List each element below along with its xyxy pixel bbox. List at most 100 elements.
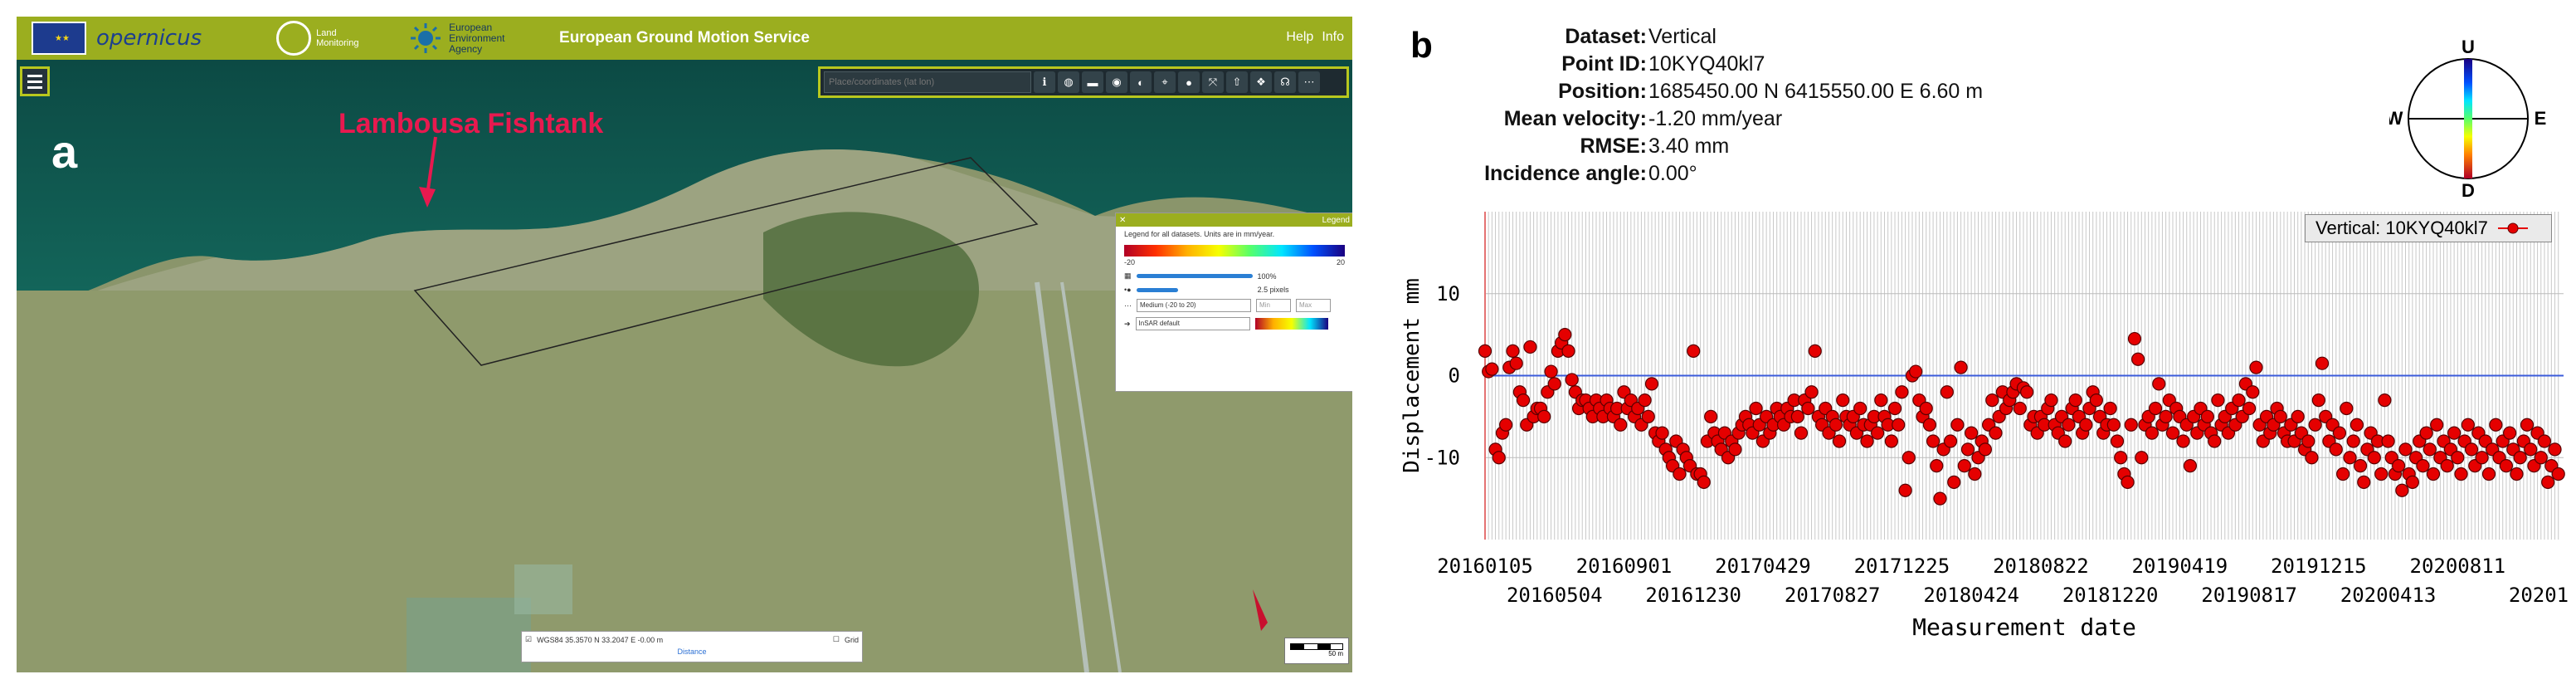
help-link[interactable]: Help — [1286, 30, 1314, 44]
data-point — [2513, 451, 2527, 465]
data-point — [2135, 451, 2149, 465]
data-point — [1547, 377, 1561, 391]
scale-bar-graphic — [1290, 643, 1343, 650]
x-tick-label: 20180822 — [1993, 555, 2089, 578]
eea-label-line: European — [449, 21, 493, 33]
sphere-icon[interactable]: ● — [1178, 71, 1200, 93]
arrow-icon: ➔ — [1124, 319, 1131, 328]
search-input[interactable] — [824, 71, 1031, 93]
data-point — [2106, 418, 2121, 432]
menu-button[interactable] — [20, 66, 50, 96]
x-tick-label: 20180424 — [1923, 584, 2019, 607]
data-point — [1960, 442, 1975, 457]
header-bar: ★★ opernicus Land Monitoring European En… — [17, 17, 1352, 60]
x-tick-label: 20160504 — [1507, 584, 1603, 607]
globe-icon[interactable]: ◍ — [1058, 71, 1079, 93]
close-icon[interactable]: ✕ — [1119, 215, 1127, 225]
compass-east-label: E — [2535, 108, 2547, 129]
data-point — [2062, 418, 2076, 432]
opacity-slider[interactable] — [1136, 274, 1253, 278]
more-icon[interactable]: ⋯ — [1298, 71, 1320, 93]
data-point — [2423, 442, 2437, 457]
data-point — [1836, 393, 1850, 408]
target-icon[interactable]: ◉ — [1106, 71, 1127, 93]
data-point — [1871, 426, 1885, 440]
land-monitoring-logo-icon — [276, 21, 312, 56]
data-point — [1801, 401, 1815, 416]
data-point — [2336, 467, 2350, 481]
vegetation-patch — [763, 212, 979, 367]
data-point — [1728, 442, 1742, 457]
info-key: Incidence angle: — [1484, 162, 1647, 185]
data-point — [2340, 401, 2354, 416]
info-link[interactable]: Info — [1322, 30, 1344, 44]
data-point — [2249, 360, 2263, 374]
info-value: 1685450.00 N 6415550.00 E 6.60 m — [1648, 80, 1984, 103]
data-point — [1954, 360, 1968, 374]
data-point — [1614, 418, 1628, 432]
range-select[interactable]: Medium (-20 to 20) — [1137, 299, 1251, 312]
layers-icon[interactable]: ❖ — [1250, 71, 1272, 93]
data-point — [1989, 426, 2003, 440]
data-point — [2353, 459, 2368, 473]
point-size-slider[interactable] — [1136, 287, 1178, 292]
colormap-select[interactable]: InSAR default — [1135, 317, 1250, 330]
info-row: Point ID: 10KYQ40kl7 — [1460, 51, 1983, 78]
data-point — [2374, 467, 2389, 481]
vertical-color-bar — [2464, 59, 2472, 178]
headset-icon[interactable]: ☊ — [1274, 71, 1296, 93]
data-point — [2127, 331, 2142, 346]
copernicus-logo[interactable]: ★★ opernicus Land Monitoring European En… — [32, 17, 532, 60]
ruler-icon[interactable]: ▬ — [1082, 71, 1103, 93]
data-point — [1957, 459, 1971, 473]
share-icon[interactable]: ⤧ — [1202, 71, 1224, 93]
data-point — [2440, 459, 2454, 473]
data-point — [2124, 418, 2138, 432]
data-point — [1965, 426, 1979, 440]
data-point — [1687, 344, 1701, 358]
sea-area — [17, 60, 1352, 324]
legend-panel: ✕ Legend Legend for all datasets. Units … — [1115, 213, 1352, 392]
range-max-input[interactable]: Max — [1296, 299, 1331, 312]
grid-checkbox[interactable]: ☐ — [832, 635, 840, 643]
data-point — [2357, 475, 2371, 489]
upload-icon[interactable]: ⇧ — [1226, 71, 1248, 93]
x-tick-label: 20161230 — [1645, 584, 1741, 607]
data-point — [1902, 451, 1916, 465]
data-point — [2176, 434, 2190, 448]
point-info: Dataset: Vertical Point ID: 10KYQ40kl7 Pos… — [1460, 23, 1983, 188]
data-point — [1947, 475, 1961, 489]
eea-label: European Environment Agency — [449, 22, 532, 55]
x-tick-label: 20190817 — [2201, 584, 2297, 607]
data-point — [2481, 467, 2496, 481]
range-min-input[interactable]: Min — [1256, 299, 1291, 312]
checkbox-icon[interactable]: ☑ — [525, 635, 533, 643]
compass-icon[interactable]: ◐ — [1130, 71, 1152, 93]
data-point — [2524, 442, 2538, 457]
data-point — [1655, 426, 1669, 440]
legend-title: Legend — [1322, 215, 1350, 225]
info-icon[interactable]: ℹ — [1034, 71, 1055, 93]
distance-link[interactable]: Distance — [677, 647, 707, 656]
data-point — [1704, 409, 1718, 423]
data-point — [1898, 483, 1912, 497]
data-point — [1523, 340, 1537, 354]
data-point — [2350, 418, 2364, 432]
annotation-arrow — [426, 136, 437, 196]
data-point — [2346, 434, 2360, 448]
data-point — [1638, 393, 1652, 408]
y-axis-title: Displacement mm — [1400, 278, 1424, 473]
x-tick-label: 20160105 — [1437, 555, 1533, 578]
data-point — [2332, 426, 2347, 440]
header-links: Help Info — [1286, 30, 1344, 45]
data-point — [2551, 467, 2565, 481]
data-point — [1644, 377, 1659, 391]
y-tick-label: -10 — [1424, 446, 1460, 469]
x-tick-label: 20171225 — [1854, 555, 1950, 578]
pin-icon[interactable]: ⌖ — [1154, 71, 1176, 93]
legend-ramp-labels: -20 20 — [1124, 258, 1345, 266]
legend-description: Legend for all datasets. Units are in mm… — [1124, 230, 1275, 238]
map-toolbar: ℹ ◍ ▬ ◉ ◐ ⌖ ● ⤧ ⇧ ❖ ☊ ⋯ — [818, 66, 1349, 98]
data-point — [1933, 491, 1947, 506]
data-point — [1673, 467, 1687, 481]
